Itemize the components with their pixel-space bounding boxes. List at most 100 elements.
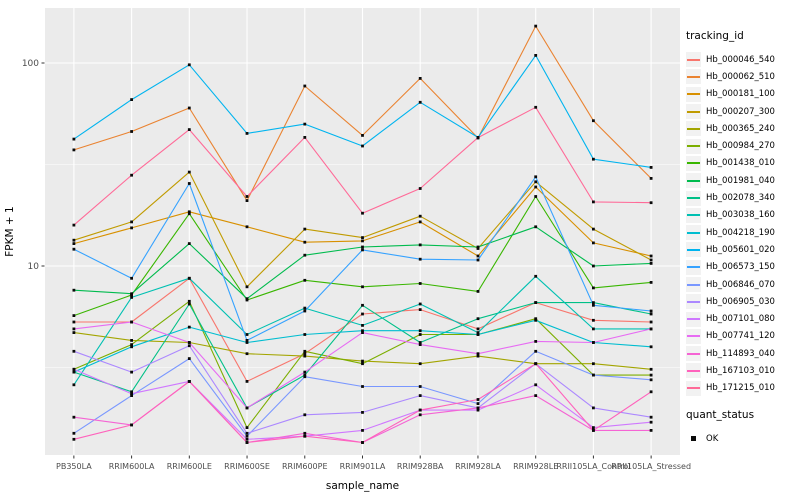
data-point xyxy=(649,262,653,265)
legend-color-line xyxy=(687,369,700,372)
data-point xyxy=(303,136,307,139)
legend-key-icon xyxy=(686,363,701,379)
x-tick-label: RRIM928BA xyxy=(397,462,444,471)
legend-item: Hb_001438_010 xyxy=(686,155,798,172)
data-point xyxy=(72,370,76,374)
data-point xyxy=(592,303,595,307)
data-point xyxy=(592,318,595,322)
legend-item: Hb_005601_020 xyxy=(686,241,798,258)
data-point xyxy=(361,441,364,444)
data-point xyxy=(592,301,595,304)
data-point xyxy=(72,148,76,152)
data-point xyxy=(130,173,133,177)
data-point xyxy=(187,210,191,214)
data-point xyxy=(130,98,133,101)
data-point xyxy=(649,429,653,432)
data-point xyxy=(303,122,307,126)
data-point xyxy=(361,211,364,215)
legend-item-label: Hb_001981_040 xyxy=(706,175,775,186)
data-point xyxy=(303,373,307,377)
data-point xyxy=(418,308,422,311)
legend-item-label: Hb_006905_030 xyxy=(706,296,775,307)
data-point xyxy=(476,354,480,358)
legend-item-label: Hb_006846_070 xyxy=(706,279,775,290)
legend-quant-list: OK xyxy=(686,430,798,447)
data-point xyxy=(592,264,595,268)
data-point xyxy=(303,375,307,379)
data-point xyxy=(245,285,249,289)
legend-color-line xyxy=(687,127,700,130)
legend-item: Hb_001981_040 xyxy=(686,172,798,189)
data-point xyxy=(476,331,480,334)
data-point xyxy=(476,352,480,356)
legend-color-line xyxy=(687,179,700,182)
legend-item: Hb_006905_030 xyxy=(686,293,798,310)
legend-item-label: Hb_000365_240 xyxy=(706,123,775,134)
data-point xyxy=(72,247,76,251)
data-point xyxy=(476,398,480,401)
data-point xyxy=(592,227,595,231)
data-point xyxy=(130,130,133,133)
data-point xyxy=(72,383,76,387)
legend-item-label: Hb_000207_300 xyxy=(706,106,775,117)
data-point xyxy=(418,333,422,336)
data-point xyxy=(592,362,595,366)
data-point xyxy=(72,223,76,227)
data-point xyxy=(361,329,364,333)
data-point xyxy=(534,195,538,198)
legend-item: Hb_000062_510 xyxy=(686,68,798,85)
data-point xyxy=(592,426,595,429)
data-point xyxy=(130,276,133,280)
data-point xyxy=(187,242,191,245)
data-point xyxy=(649,254,653,258)
data-point xyxy=(592,429,595,432)
data-point xyxy=(649,258,653,262)
data-point xyxy=(534,394,538,397)
data-point xyxy=(245,199,249,202)
data-point xyxy=(72,137,76,141)
data-point xyxy=(534,362,538,366)
legend-item: Hb_002078_340 xyxy=(686,189,798,206)
data-point xyxy=(130,394,133,397)
data-point xyxy=(476,245,480,249)
data-point xyxy=(649,166,653,169)
legend-item: Hb_000365_240 xyxy=(686,120,798,137)
legend-item-label: Hb_002078_340 xyxy=(706,193,775,204)
data-point xyxy=(649,420,653,424)
legend-item: Hb_000046_540 xyxy=(686,51,798,68)
data-point xyxy=(649,312,653,316)
legend-color-line xyxy=(687,75,700,78)
data-point xyxy=(72,327,76,331)
data-point xyxy=(418,394,422,397)
legend-key-icon xyxy=(686,431,701,446)
data-point xyxy=(72,320,76,324)
legend-item-label: Hb_167103_010 xyxy=(706,365,775,376)
legend-key-icon xyxy=(686,259,701,275)
data-point xyxy=(534,105,538,109)
legend-item: Hb_167103_010 xyxy=(686,362,798,379)
legend-color-line xyxy=(687,145,700,148)
data-point xyxy=(303,278,307,282)
data-point xyxy=(592,119,595,123)
data-point xyxy=(476,258,480,262)
x-tick-label: RRIM600LA xyxy=(109,462,155,471)
data-point xyxy=(72,288,76,292)
legend-color-line xyxy=(687,387,700,390)
data-point xyxy=(649,309,653,313)
data-point xyxy=(187,106,191,110)
data-point xyxy=(130,339,133,342)
data-point xyxy=(418,343,422,346)
data-point xyxy=(361,239,364,243)
data-point xyxy=(592,327,595,331)
legend-item: Hb_007101_080 xyxy=(686,310,798,327)
data-point xyxy=(534,180,538,184)
data-point xyxy=(649,373,653,377)
data-point xyxy=(361,303,364,307)
legend: tracking_id Hb_000046_540 Hb_000062_510 Hb… xyxy=(686,30,798,447)
data-point xyxy=(72,331,76,334)
legend-color-line xyxy=(687,248,700,251)
legend-item: Hb_007741_120 xyxy=(686,328,798,345)
legend-item-label: Hb_000062_510 xyxy=(706,71,775,82)
data-point xyxy=(72,415,76,419)
